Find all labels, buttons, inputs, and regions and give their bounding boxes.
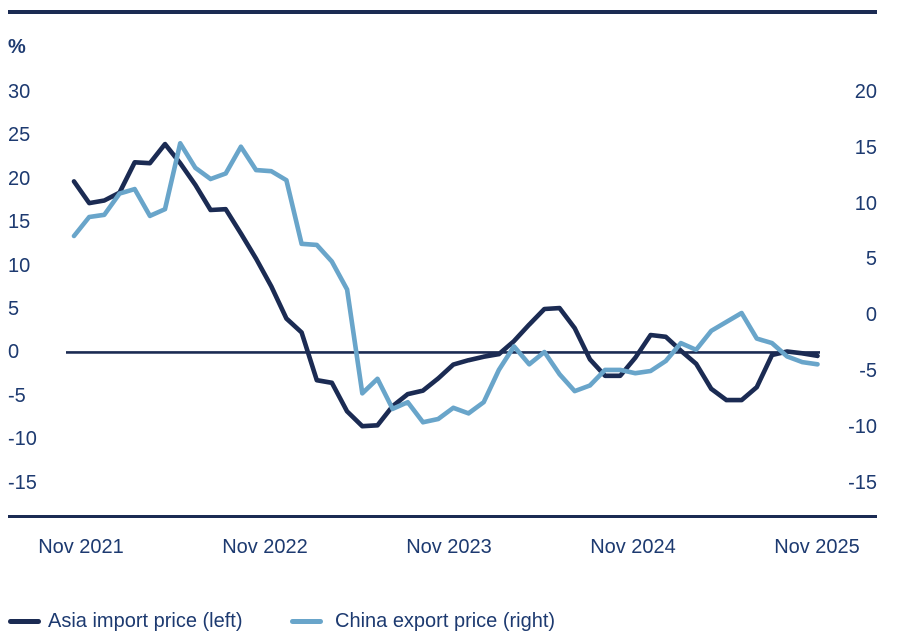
right-axis-tick--15: -15 bbox=[848, 471, 877, 494]
asia-import-price-line bbox=[71, 141, 820, 429]
left-axis-tick-30: 30 bbox=[8, 81, 31, 103]
left-axis-tick-20: 20 bbox=[8, 167, 31, 190]
x-axis-label-nov-2025: Nov 2025 bbox=[774, 536, 860, 558]
left-axis-tick--5: -5 bbox=[8, 384, 26, 407]
left-axis-tick-5: 5 bbox=[8, 298, 20, 320]
right-axis-tick-15: 15 bbox=[854, 136, 877, 159]
x-axis-label-nov-2023: Nov 2023 bbox=[406, 536, 492, 558]
left-axis-tick--15: -15 bbox=[8, 471, 37, 494]
left-axis-tick-10: 10 bbox=[8, 254, 31, 277]
left-axis-tick-15: 15 bbox=[8, 211, 31, 234]
left-axis-tick-0: 0 bbox=[8, 341, 20, 364]
x-axis-rule bbox=[8, 515, 877, 518]
legend-swatch-china-export bbox=[290, 619, 323, 624]
x-axis-label-nov-2022: Nov 2022 bbox=[222, 536, 308, 558]
x-axis-label-nov-2021: Nov 2021 bbox=[38, 536, 124, 558]
right-axis-tick-0: 0 bbox=[865, 304, 877, 327]
right-axis-tick--5: -5 bbox=[859, 360, 877, 382]
legend-label-china-export: China export price (right) bbox=[335, 610, 556, 632]
right-axis-tick-20: 20 bbox=[854, 81, 877, 103]
right-axis-tick-10: 10 bbox=[854, 192, 877, 215]
left-axis-tick--10: -10 bbox=[8, 428, 37, 451]
left-axis-unit-label: % bbox=[8, 36, 26, 58]
top-border-rule bbox=[8, 10, 877, 14]
right-axis-tick--10: -10 bbox=[848, 415, 877, 438]
legend-swatch-asia-import bbox=[8, 619, 41, 624]
left-axis-tick-25: 25 bbox=[8, 124, 31, 147]
china-export-price-line bbox=[71, 141, 820, 425]
x-axis-label-nov-2024: Nov 2024 bbox=[590, 536, 676, 558]
legend-label-asia-import: Asia import price (left) bbox=[48, 610, 243, 632]
right-axis-tick-5: 5 bbox=[865, 248, 877, 271]
